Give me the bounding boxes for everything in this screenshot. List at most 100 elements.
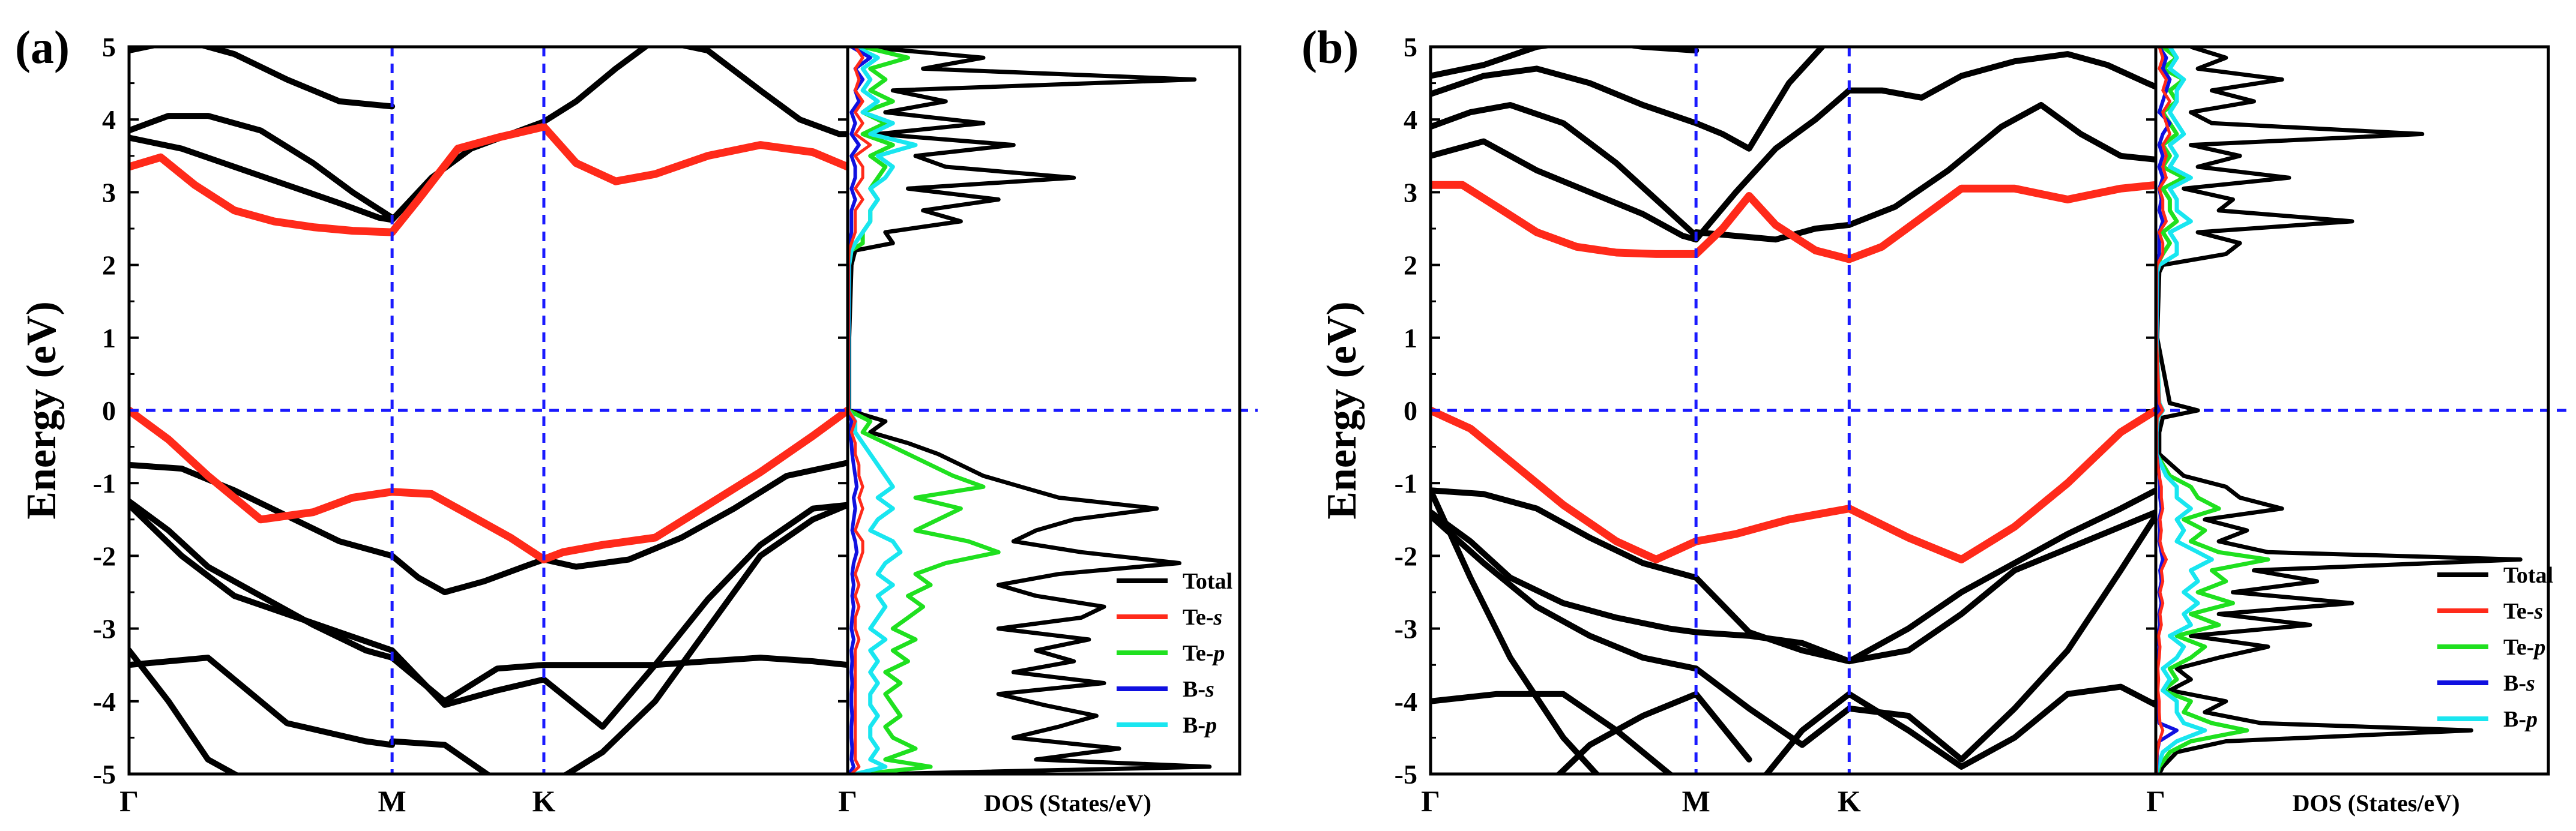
- dos-frame: [846, 45, 1241, 776]
- dos-x-label: DOS (States/eV): [2293, 790, 2460, 817]
- band-curves: [129, 47, 848, 774]
- dos-curves: [2156, 47, 2523, 774]
- band-line: [389, 655, 848, 704]
- legend-orbital: p: [1211, 641, 1225, 666]
- band-te-s-line: [1431, 406, 2156, 563]
- legend-orbital: s: [2526, 671, 2535, 696]
- legend-label: B-s: [2503, 671, 2535, 696]
- legend-orbital: s: [1213, 605, 1222, 630]
- band-line: [1431, 102, 1700, 239]
- y-tick-label: 5: [102, 32, 116, 62]
- dos-line-b-s: [848, 47, 872, 774]
- band-line: [1693, 509, 2156, 665]
- legend-label: Te-s: [2503, 599, 2543, 624]
- legend-name: Te-: [1183, 641, 1213, 666]
- y-tick-label: -4: [1395, 686, 1417, 717]
- band-te-s-line: [129, 122, 848, 236]
- kpoint-label: M: [378, 784, 406, 818]
- panel-label: (a): [15, 21, 70, 73]
- legend-name: Total: [2503, 563, 2553, 588]
- y-tick-label: 1: [1404, 323, 1417, 353]
- band-line: [129, 113, 396, 221]
- legend-label: Te-p: [1183, 641, 1225, 666]
- kpoint-label: Γ: [1421, 784, 1440, 818]
- band-line: [129, 655, 396, 748]
- legend-name: Te-: [1183, 605, 1213, 630]
- y-tick-label: -2: [93, 541, 116, 571]
- band-line: [129, 498, 396, 661]
- y-tick-label: 2: [1404, 250, 1417, 281]
- dos-line-b-p: [2156, 47, 2214, 774]
- y-tick-label: -4: [93, 686, 116, 717]
- dos-line-te-p: [848, 47, 1001, 774]
- y-tick-label: -1: [93, 468, 116, 499]
- band-line: [129, 502, 396, 653]
- legend-orbital: s: [1205, 677, 1214, 702]
- legend-orbital: p: [2524, 707, 2538, 732]
- panel-label: (b): [1302, 21, 1359, 73]
- y-tick-label: 2: [102, 250, 116, 281]
- band-line: [1693, 51, 2156, 243]
- legend-label: Te-p: [2503, 635, 2545, 660]
- legend-label: Total: [1183, 569, 1232, 594]
- kpoint-label: Γ: [119, 784, 139, 818]
- band-line: [129, 47, 396, 110]
- band-line: [129, 647, 241, 774]
- y-tick-label: -3: [1395, 614, 1417, 644]
- legend-name: Te-: [2503, 599, 2534, 624]
- y-tick-label: 3: [102, 177, 116, 208]
- legend-orbital: p: [1204, 713, 1217, 738]
- legend-orbital: s: [2533, 599, 2543, 624]
- band-te-s-line: [1431, 181, 2156, 263]
- band-line: [1846, 102, 2156, 228]
- band-line: [1431, 138, 1700, 243]
- y-tick-label: 1: [102, 323, 116, 353]
- kpoint-label: Γ: [2146, 784, 2165, 818]
- band-line: [1431, 509, 1700, 635]
- dos-line-b-p: [848, 47, 918, 774]
- dos-line-total: [2156, 47, 2523, 774]
- band-line: [1431, 487, 1700, 581]
- dos-line-total: [848, 47, 1212, 774]
- dos-x-label: DOS (States/eV): [984, 790, 1151, 817]
- band-line: [1555, 691, 1752, 774]
- legend-orbital: p: [2532, 635, 2545, 660]
- y-tick-label: 0: [102, 395, 116, 426]
- y-tick-label: 4: [1404, 104, 1417, 135]
- y-tick-label: 3: [1404, 177, 1417, 208]
- y-tick-label: -5: [1395, 759, 1417, 790]
- band-line: [389, 553, 547, 595]
- band-line: [1693, 512, 2156, 763]
- band-line: [1431, 65, 1700, 127]
- legend-label: B-p: [2503, 707, 2538, 732]
- y-tick-label: 5: [1404, 32, 1417, 62]
- panel-a: (a) Energy (eV) -5 -4 -3 -2 -1 0 1 2 3 4 5 Γ M K Γ DOS (S…: [15, 21, 1258, 818]
- dos-frame: [2154, 45, 2550, 776]
- band-curves: [1431, 47, 2156, 774]
- band-line: [1693, 47, 1827, 152]
- y-tick-label: -1: [1395, 468, 1417, 499]
- y-tick-label: 4: [102, 104, 116, 135]
- legend-name: B-: [1183, 677, 1205, 702]
- y-tick-label: -3: [93, 614, 116, 644]
- y-axis-label: Energy (eV): [1319, 301, 1365, 520]
- legend-name: B-: [2503, 707, 2526, 732]
- band-line: [389, 502, 848, 774]
- y-tick-label: -2: [1395, 541, 1417, 571]
- legend-name: B-: [2503, 671, 2526, 696]
- band-line: [1431, 512, 1700, 672]
- band-te-s-line: [129, 406, 848, 563]
- legend-label: Te-s: [1183, 605, 1222, 630]
- legend-label: B-s: [1183, 677, 1214, 702]
- band-line: [1431, 691, 1674, 774]
- y-tick-label: 0: [1404, 395, 1417, 426]
- kpoint-label: M: [1682, 784, 1710, 818]
- legend-label: B-p: [1183, 713, 1217, 738]
- dos-line-te-s: [2156, 47, 2171, 774]
- band-line: [129, 134, 396, 223]
- dos-line-te-s: [848, 47, 872, 774]
- y-tick-label: -5: [93, 759, 116, 790]
- kpoint-label: K: [1838, 784, 1861, 818]
- band-line: [540, 460, 848, 570]
